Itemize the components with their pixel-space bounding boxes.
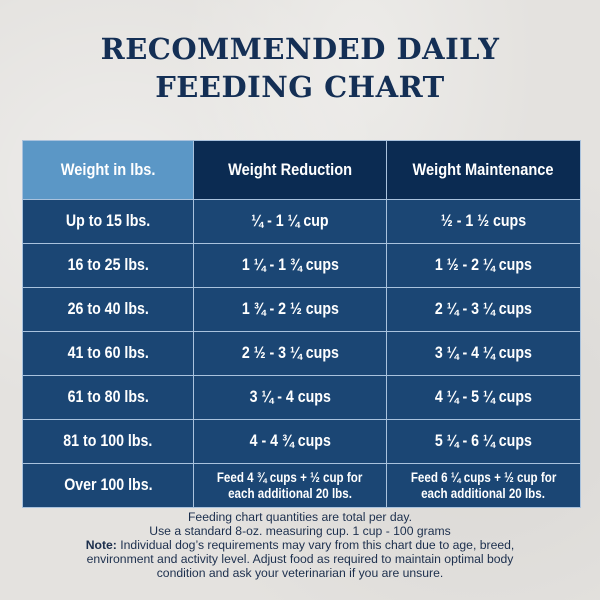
cell-weight: 26 to 40 lbs. <box>22 287 194 332</box>
cell-reduction: 1 ¼ - 1 ¾ cups <box>193 243 387 288</box>
cell-weight: 61 to 80 lbs. <box>22 375 194 420</box>
cell-reduction: 2 ½ - 3 ¼ cups <box>193 331 387 376</box>
note-label: Note: <box>85 538 117 552</box>
cell-reduction: 4 - 4 ¾ cups <box>193 419 387 464</box>
note-line-1: Feeding chart quantities are total per d… <box>187 510 413 524</box>
page-title: RECOMMENDED DAILY FEEDING CHART <box>0 30 600 106</box>
table-row: 26 to 40 lbs. 1 ¾ - 2 ½ cups 2 ¼ - 3 ¼ c… <box>22 287 581 332</box>
table-row: 16 to 25 lbs. 1 ¼ - 1 ¾ cups 1 ½ - 2 ¼ c… <box>22 243 581 288</box>
cell-maintenance: 3 ¼ - 4 ¼ cups <box>386 331 581 376</box>
cell-reduction: 1 ¾ - 2 ½ cups <box>193 287 387 332</box>
header-weight-reduction: Weight Reduction <box>193 140 387 200</box>
note-line-5: condition and ask your veterinarian if y… <box>156 566 444 580</box>
table-row: 41 to 60 lbs. 2 ½ - 3 ¼ cups 3 ¼ - 4 ¼ c… <box>22 331 581 376</box>
cell-maintenance: Feed 6 ¼ cups + ½ cup for each additiona… <box>386 463 581 508</box>
cell-maintenance: 1 ½ - 2 ¼ cups <box>386 243 581 288</box>
header-weight-maintenance: Weight Maintenance <box>386 140 581 200</box>
cell-maintenance: 5 ¼ - 6 ¼ cups <box>386 419 581 464</box>
table-row: 61 to 80 lbs. 3 ¼ - 4 cups 4 ¼ - 5 ¼ cup… <box>22 375 581 420</box>
note-line-2: Use a standard 8-oz. measuring cup. 1 cu… <box>149 524 451 538</box>
table-row: Over 100 lbs. Feed 4 ¾ cups + ½ cup for … <box>22 463 581 508</box>
cell-reduction: 3 ¼ - 4 cups <box>193 375 387 420</box>
cell-weight: 81 to 100 lbs. <box>22 419 194 464</box>
table-row: 81 to 100 lbs. 4 - 4 ¾ cups 5 ¼ - 6 ¼ cu… <box>22 419 581 464</box>
cell-reduction: ¼ - 1 ¼ cup <box>193 199 387 244</box>
table-row: Up to 15 lbs. ¼ - 1 ¼ cup ½ - 1 ½ cups <box>22 199 581 244</box>
table-header-row: Weight in lbs. Weight Reduction Weight M… <box>22 140 581 200</box>
cell-weight: 16 to 25 lbs. <box>22 243 194 288</box>
feeding-notes: Feeding chart quantities are total per d… <box>0 510 600 580</box>
cell-maintenance: 4 ¼ - 5 ¼ cups <box>386 375 581 420</box>
cell-weight: Up to 15 lbs. <box>22 199 194 244</box>
cell-maintenance: ½ - 1 ½ cups <box>386 199 581 244</box>
cell-reduction: Feed 4 ¾ cups + ½ cup for each additiona… <box>193 463 387 508</box>
note-line-3: Note: Individual dog’s requirements may … <box>85 538 515 552</box>
cell-maintenance: 2 ¼ - 3 ¼ cups <box>386 287 581 332</box>
feeding-chart-table: Weight in lbs. Weight Reduction Weight M… <box>22 140 581 508</box>
cell-weight: Over 100 lbs. <box>22 463 194 508</box>
title-line-1: RECOMMENDED DAILY <box>100 32 500 66</box>
note-line-4: environment and activity level. Adjust f… <box>86 552 514 566</box>
title-line-2: FEEDING CHART <box>155 70 445 104</box>
header-weight: Weight in lbs. <box>22 140 194 200</box>
cell-weight: 41 to 60 lbs. <box>22 331 194 376</box>
